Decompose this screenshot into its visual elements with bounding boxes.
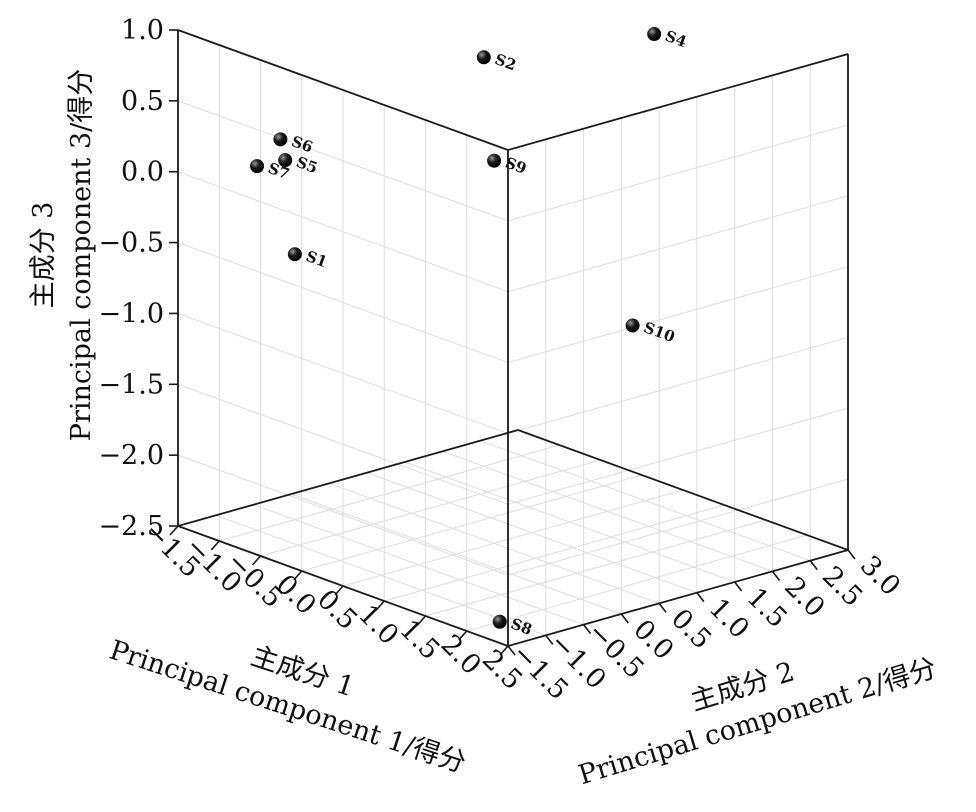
z-tick-label: −1.0	[98, 298, 164, 329]
x-tick-label: 0.0	[270, 569, 322, 621]
grid-line	[425, 519, 766, 617]
x-tick	[169, 525, 179, 536]
data-point-s2	[476, 50, 491, 65]
data-point-s9	[487, 153, 502, 168]
grid-line	[466, 534, 807, 632]
grid-line	[384, 504, 725, 602]
grid-line	[177, 312, 509, 434]
grid-line	[177, 171, 509, 293]
z-axis-title-en: Principal component 3/得分	[66, 69, 97, 441]
grid-line	[507, 195, 849, 293]
point-label-s6: S6	[289, 132, 315, 156]
frame-edge	[507, 53, 849, 151]
grid-line	[507, 336, 849, 434]
y-tick	[658, 602, 667, 613]
x-tick	[210, 540, 220, 551]
data-point-s4	[647, 27, 662, 42]
z-tick-label: −1.5	[98, 369, 164, 400]
point-label-s5: S5	[294, 153, 320, 177]
grid-line	[260, 459, 601, 557]
grid-line	[404, 461, 735, 583]
grid-line	[177, 454, 509, 576]
y-tick	[847, 549, 856, 560]
point-label-s2: S2	[492, 50, 518, 74]
x-tick-label: 1.5	[393, 614, 445, 666]
point-label-s8: S8	[508, 615, 534, 639]
y-tick	[809, 560, 818, 571]
grid-line	[328, 482, 660, 604]
z-tick-label: 0.0	[121, 157, 164, 188]
data-point-s10	[625, 318, 640, 333]
grid-layer	[177, 29, 849, 647]
y-tick	[696, 592, 705, 603]
x-tick	[458, 630, 468, 641]
y-tick	[582, 624, 592, 635]
data-point-s5	[278, 153, 293, 168]
z-tick-label: −2.5	[98, 511, 164, 542]
point-label-s9: S9	[503, 154, 529, 178]
grid-line	[442, 450, 773, 572]
grid-line	[177, 100, 509, 222]
frame-edge	[177, 429, 519, 527]
y-tick	[620, 613, 629, 624]
grid-line	[219, 444, 560, 542]
grid-line	[177, 242, 509, 364]
frame-edge	[177, 29, 509, 151]
x-tick-label: 2.0	[435, 629, 487, 681]
y-tick	[734, 581, 743, 592]
y-tick	[507, 645, 516, 656]
z-axis-title-group: 主成分 3 Principal component 3/得分	[28, 69, 97, 441]
grid-line	[215, 514, 546, 636]
x-tick	[293, 570, 303, 581]
grid-line	[253, 504, 584, 626]
point-label-s1: S1	[303, 247, 329, 271]
data-point-s6	[273, 132, 288, 147]
point-label-s3: S3	[300, 0, 326, 1]
z-tick-label: 1.0	[121, 15, 164, 46]
z-tick-label: 0.5	[121, 86, 164, 117]
z-axis-title-cn: 主成分 3	[28, 202, 59, 309]
data-point-s1	[287, 247, 302, 262]
grid-line	[291, 493, 622, 615]
x-tick	[334, 585, 344, 596]
axes-frame	[177, 29, 849, 647]
grid-line	[177, 383, 509, 505]
grid-line	[366, 472, 698, 594]
x-tick-label: 0.5	[311, 584, 363, 636]
grid-line	[507, 478, 849, 576]
grid-line	[480, 440, 811, 562]
y-tick	[545, 634, 554, 645]
grid-line	[507, 266, 849, 364]
point-label-s4: S4	[663, 27, 689, 51]
grid-line	[301, 474, 642, 572]
x-tick	[416, 615, 427, 626]
z-tick-label: −2.0	[98, 440, 164, 471]
x-tick	[375, 600, 385, 611]
y-tick	[771, 570, 781, 581]
grid-line	[507, 407, 849, 505]
x-tick	[251, 555, 262, 566]
x-tick	[499, 645, 509, 656]
data-point-s8	[492, 614, 507, 629]
grid-line	[507, 124, 849, 222]
x-tick-label: 1.0	[352, 599, 404, 651]
frame-edge	[517, 429, 849, 551]
data-point-s7	[250, 159, 265, 174]
frame-edge	[507, 549, 849, 647]
z-tick-label: −0.5	[98, 228, 164, 259]
grid-line	[342, 489, 684, 587]
